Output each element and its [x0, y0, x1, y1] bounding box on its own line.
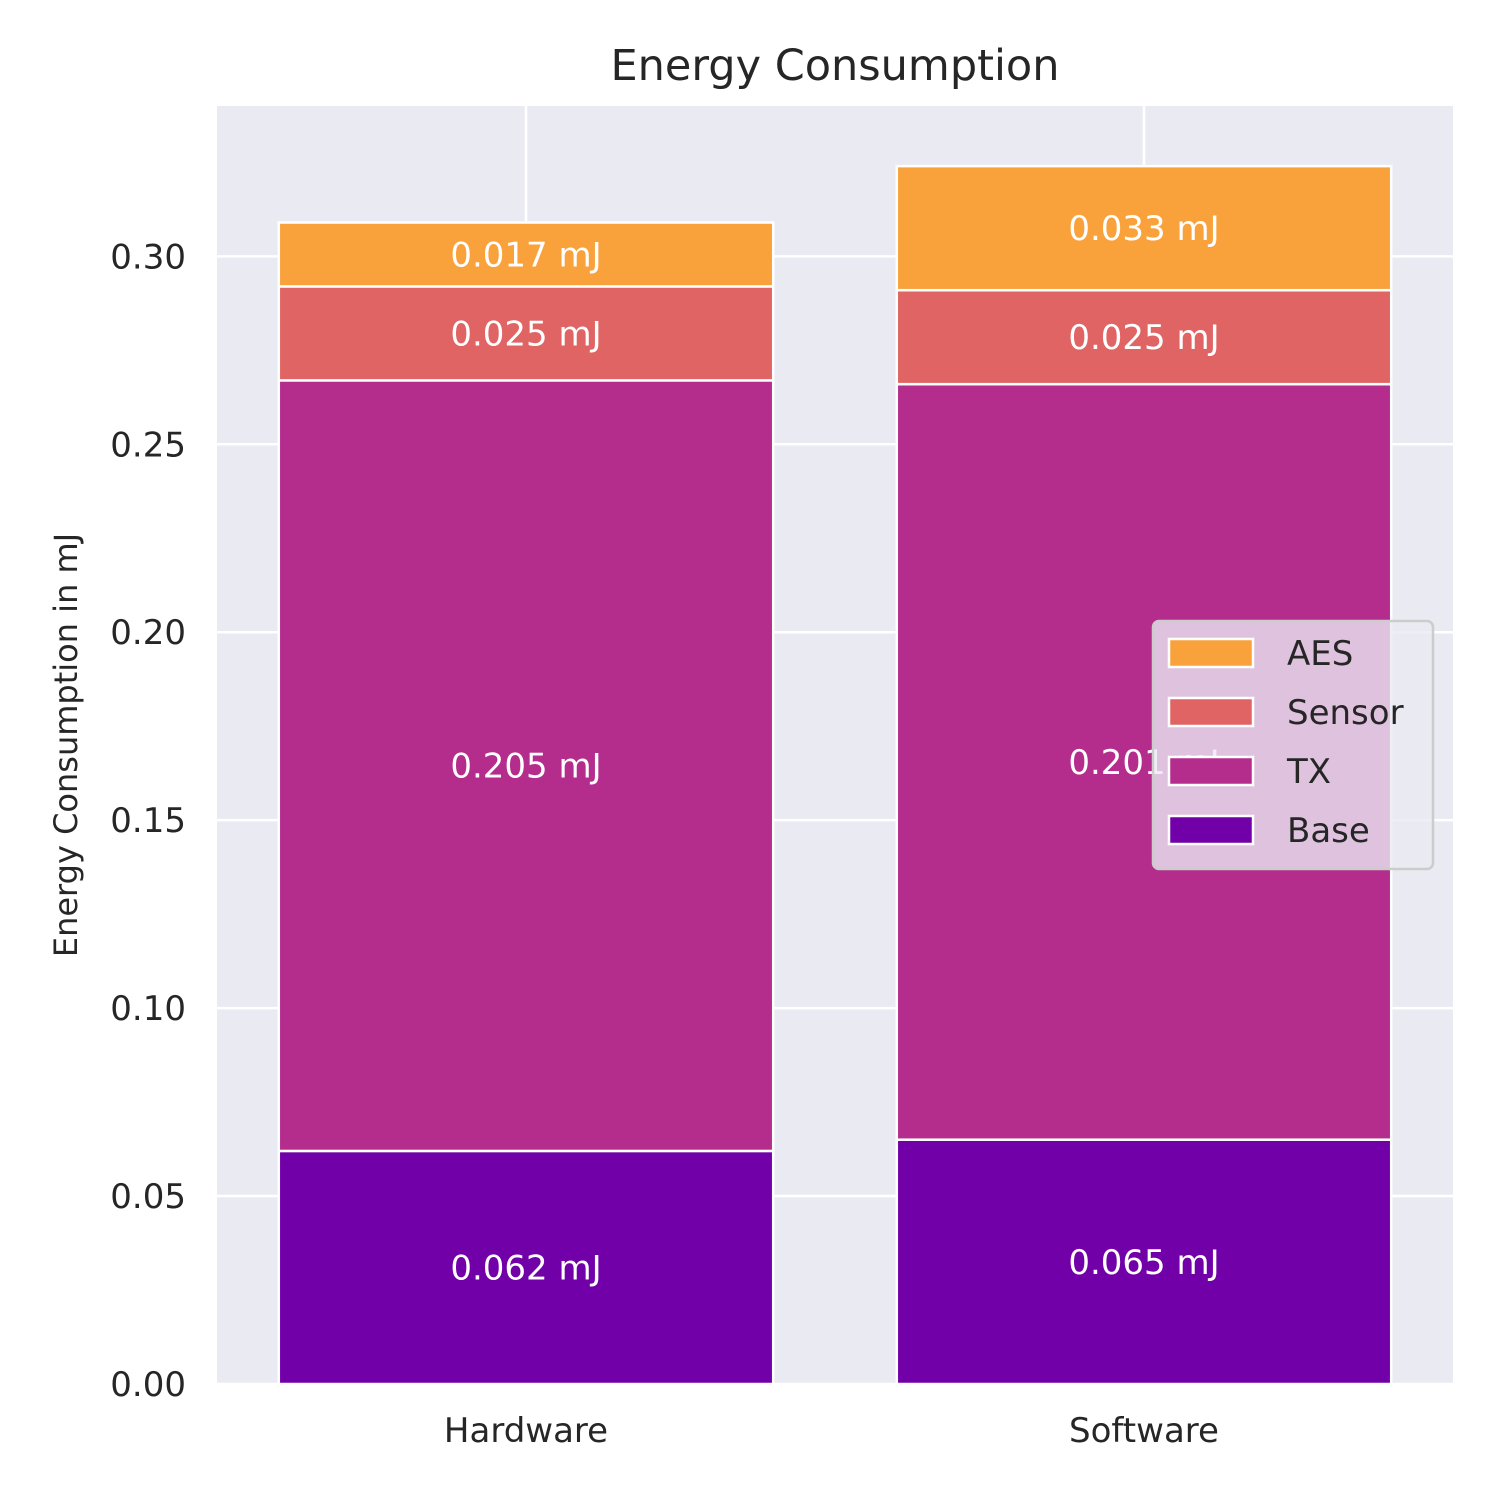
data-label: 0.025 mJ	[1068, 318, 1219, 358]
legend-label-sensor: Sensor	[1287, 693, 1404, 733]
bar-segment-tx-hardware	[277, 379, 775, 1153]
legend-label-tx: TX	[1286, 752, 1331, 792]
data-label: 0.062 mJ	[450, 1248, 601, 1288]
bar-segment-base-hardware	[277, 1149, 775, 1386]
legend-label-aes: AES	[1287, 634, 1353, 674]
y-tick-label: 0.30	[110, 237, 186, 277]
legend-swatch-aes	[1167, 637, 1255, 669]
bar-segment-aes-hardware	[277, 221, 775, 288]
legend-swatch-sensor	[1167, 696, 1255, 728]
legend: AES Sensor TX Base	[1151, 619, 1435, 871]
data-label: 0.065 mJ	[1068, 1243, 1219, 1283]
y-tick-label: 0.15	[110, 801, 186, 841]
y-tick-label: 0.10	[110, 989, 186, 1029]
x-tick-labels: Hardware Software	[444, 1411, 1219, 1451]
legend-swatch-tx	[1167, 755, 1255, 787]
legend-label-base: Base	[1287, 811, 1370, 851]
bar-segment-base-software	[895, 1138, 1393, 1386]
bar-segment-sensor-software	[895, 288, 1393, 386]
bar-segment-aes-software	[895, 164, 1393, 292]
x-tick-label: Software	[1069, 1411, 1219, 1451]
data-label: 0.033 mJ	[1068, 209, 1219, 249]
legend-swatch-base	[1167, 814, 1255, 846]
data-label: 0.205 mJ	[450, 747, 601, 787]
legend-box	[1151, 619, 1435, 871]
y-tick-label: 0.00	[110, 1365, 186, 1405]
y-tick-labels: 0.00 0.05 0.10 0.15 0.20 0.25 0.30	[110, 237, 186, 1405]
y-tick-label: 0.25	[110, 425, 186, 465]
bars	[277, 164, 1393, 1386]
data-label: 0.017 mJ	[450, 235, 601, 275]
x-tick-label: Hardware	[444, 1411, 608, 1451]
y-axis-label: Energy Consumption in mJ	[47, 533, 85, 957]
data-label: 0.025 mJ	[450, 314, 601, 354]
y-tick-label: 0.20	[110, 613, 186, 653]
y-tick-label: 0.05	[110, 1177, 186, 1217]
chart-title: Energy Consumption	[610, 41, 1059, 91]
